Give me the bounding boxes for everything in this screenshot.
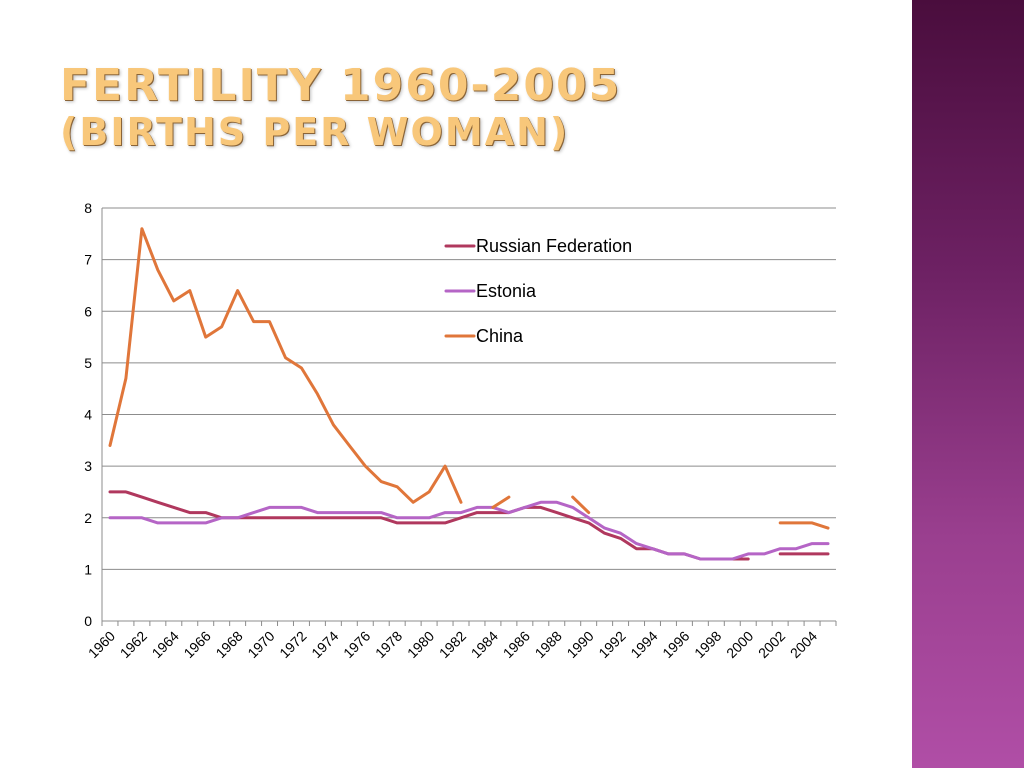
x-tick-label: 1964 — [149, 628, 182, 661]
y-tick-label: 0 — [84, 613, 92, 629]
series-line-china — [491, 495, 511, 509]
y-tick-label: 1 — [84, 561, 92, 577]
x-tick-label: 1966 — [180, 628, 213, 661]
y-tick-label: 7 — [84, 252, 92, 268]
series-line-russian-federation — [108, 490, 750, 561]
x-tick-label: 1960 — [85, 628, 118, 661]
x-tick-label: 1984 — [468, 628, 501, 661]
series-line-china — [571, 495, 591, 515]
y-tick-label: 8 — [84, 200, 92, 216]
x-tick-label: 1962 — [117, 628, 150, 661]
x-tick-label: 1992 — [595, 628, 628, 661]
x-tick-label: 1996 — [659, 628, 692, 661]
legend-label: Estonia — [476, 281, 537, 301]
x-tick-label: 1974 — [308, 628, 341, 661]
x-tick-label: 1988 — [532, 628, 565, 661]
x-tick-label: 1978 — [372, 628, 405, 661]
y-tick-label: 5 — [84, 355, 92, 371]
x-tick-label: 1990 — [563, 628, 596, 661]
y-tick-label: 3 — [84, 458, 92, 474]
x-tick-label: 1994 — [627, 628, 660, 661]
x-tick-label: 1986 — [500, 628, 533, 661]
y-tick-label: 4 — [84, 407, 92, 423]
x-tick-label: 1998 — [691, 628, 724, 661]
x-tick-label: 1980 — [404, 628, 437, 661]
x-tick-label: 2002 — [755, 628, 788, 661]
decorative-side-band — [912, 0, 1024, 768]
x-tick-label: 1972 — [276, 628, 309, 661]
series-line-china — [108, 227, 463, 504]
legend-label: China — [476, 326, 524, 346]
x-tick-label: 1976 — [340, 628, 373, 661]
y-tick-label: 2 — [84, 510, 92, 526]
x-tick-label: 2004 — [787, 628, 820, 661]
fertility-line-chart: 0123456781960196219641966196819701972197… — [84, 200, 837, 661]
title-line-2: (BIRTHS PER WOMAN) — [60, 110, 570, 154]
y-tick-label: 6 — [84, 303, 92, 319]
series-line-estonia — [108, 500, 830, 561]
legend-label: Russian Federation — [476, 236, 632, 256]
title-line-1: FERTILITY 1960-2005 — [60, 60, 622, 111]
x-tick-label: 1982 — [436, 628, 469, 661]
x-tick-label: 1968 — [212, 628, 245, 661]
slide-title: FERTILITY 1960-2005 (BIRTHS PER WOMAN) — [60, 60, 622, 155]
series-line-china — [778, 521, 830, 530]
x-tick-label: 1970 — [244, 628, 277, 661]
x-tick-label: 2000 — [723, 628, 756, 661]
